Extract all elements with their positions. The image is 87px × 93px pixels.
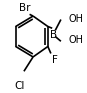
Text: OH: OH (69, 35, 84, 45)
Text: B: B (50, 30, 58, 40)
Text: F: F (52, 55, 58, 65)
Text: Cl: Cl (14, 81, 24, 91)
Text: Br: Br (19, 3, 30, 13)
Text: OH: OH (69, 14, 84, 24)
